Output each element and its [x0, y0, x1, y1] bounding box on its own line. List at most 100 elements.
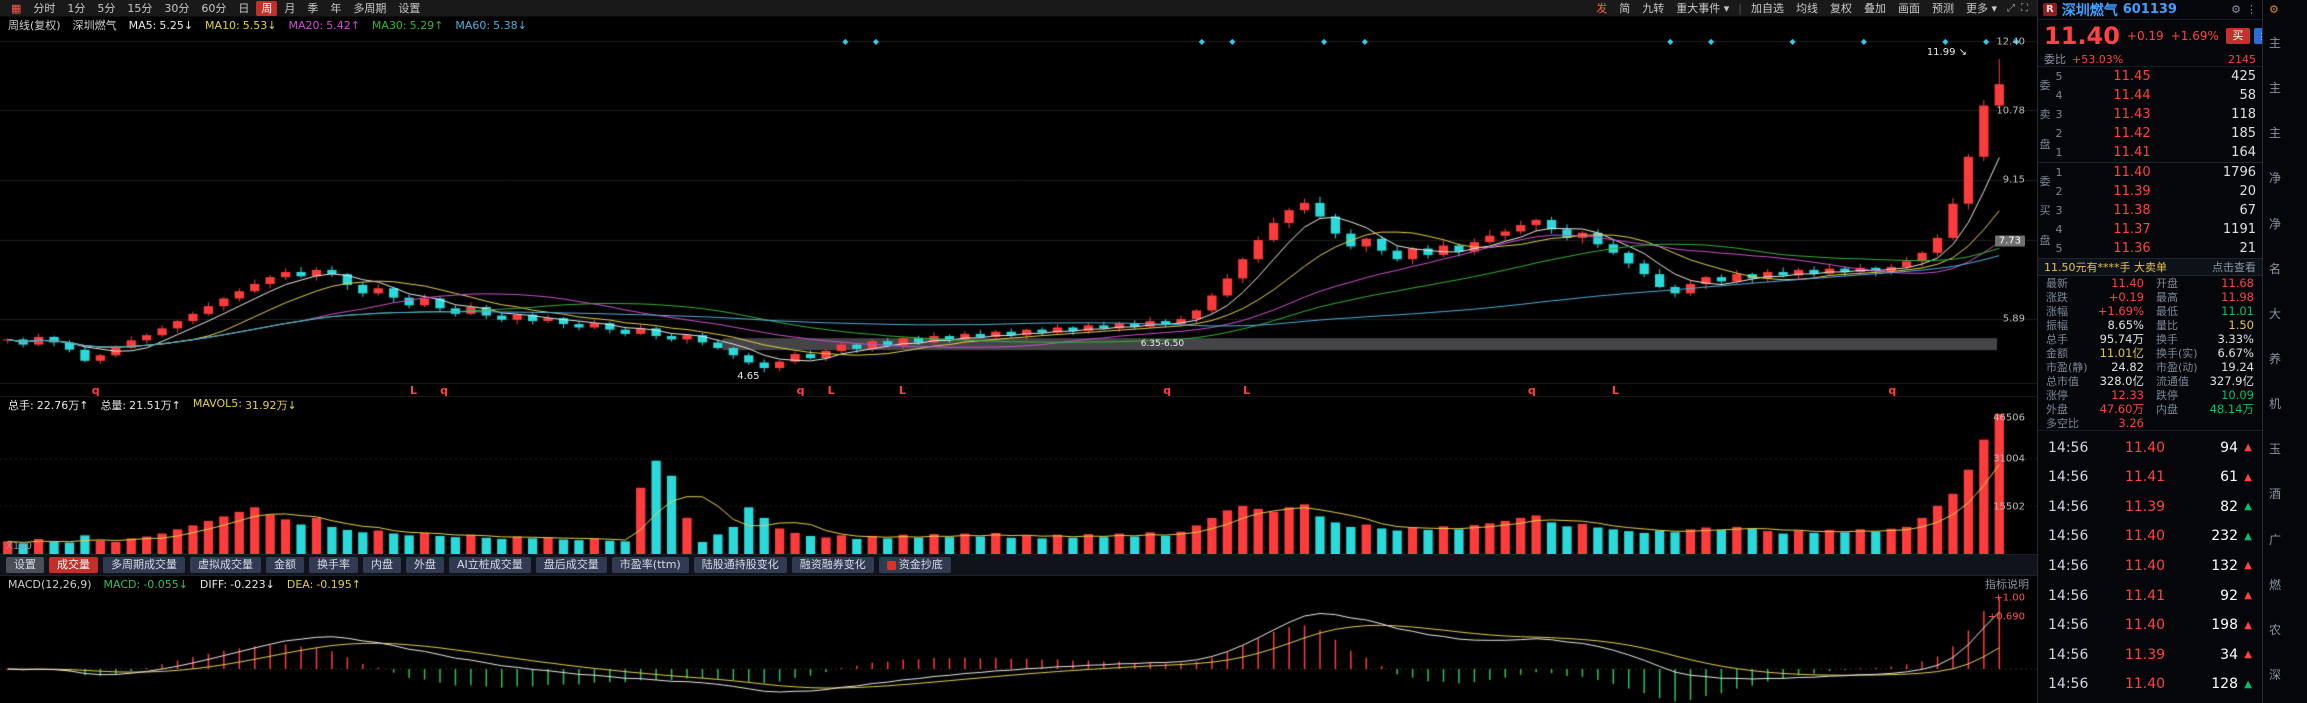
level-number: 5 [2055, 70, 2063, 83]
indicator-tab-label: 外盘 [414, 558, 436, 571]
ma-values: MA5: 5.25↓ MA10: 5.53↓ MA20: 5.42↑ MA30: 5.29↑ M… [129, 19, 527, 32]
gear-icon[interactable]: ⚙ [2269, 3, 2279, 16]
period-tab-季[interactable]: 季 [307, 1, 319, 15]
period-tab-5分[interactable]: 5分 [97, 1, 116, 15]
period-tab-1分[interactable]: 1分 [67, 1, 86, 15]
event-diamond-icon[interactable]: ◆ [1708, 37, 1715, 46]
trade-row[interactable]: 14:56 11.40 232 ▲ [2048, 528, 2252, 544]
indicator-help-link[interactable]: 指标说明 [1985, 578, 2029, 591]
period-tab-15分[interactable]: 15分 [127, 1, 153, 15]
macd-canvas[interactable] [0, 592, 2037, 703]
event-diamond-icon[interactable]: ◆ [1667, 37, 1674, 46]
trade-row[interactable]: 14:56 11.40 132 ▲ [2048, 558, 2252, 574]
big-order-banner[interactable]: 11.50元有****手 大卖单 点击查看 [2038, 258, 2262, 276]
indicator-tab-设置[interactable]: 设置 [6, 557, 44, 573]
event-diamond-icon[interactable]: ◆ [1860, 37, 1867, 46]
trade-row[interactable]: 14:56 11.39 82 ▲ [2048, 499, 2252, 515]
toolbar-button-预测[interactable]: 预测 [1931, 1, 1954, 15]
event-diamond-icon[interactable]: ◆ [1229, 37, 1236, 46]
stat-value: 8.65% [2107, 318, 2144, 332]
trade-row[interactable]: 14:56 11.41 61 ▲ [2048, 469, 2252, 485]
trade-row[interactable]: 14:56 11.40 128 ▲ [2048, 676, 2252, 692]
toolbar-button-简[interactable]: 简 [1619, 1, 1631, 15]
period-tab-多周期[interactable]: 多周期 [353, 1, 387, 15]
event-diamond-icon[interactable]: ◆ [2013, 37, 2020, 46]
ask-row[interactable]: 1 11.41 164 [2052, 143, 2262, 162]
clipped-text-fragment: 主 [2269, 81, 2282, 96]
event-diamond-icon[interactable]: ◆ [1198, 37, 1205, 46]
event-diamond-icon[interactable]: ◆ [1361, 37, 1368, 46]
toolbar-button-发[interactable]: 发 [1596, 1, 1608, 15]
ask-row[interactable]: 4 11.44 58 [2052, 86, 2262, 105]
trade-time: 14:56 [2048, 439, 2089, 456]
toolbar-button-加自选[interactable]: 加自选 [1750, 1, 1784, 15]
ask-row[interactable]: 3 11.43 118 [2052, 105, 2262, 124]
volume-canvas[interactable] [0, 412, 2037, 554]
event-diamond-icon[interactable]: ◆ [1789, 37, 1796, 46]
bid-row[interactable]: 3 11.38 67 [2052, 201, 2262, 220]
period-tab-30分[interactable]: 30分 [164, 1, 190, 15]
window-control-icon[interactable]: ⛶ [2021, 2, 2028, 14]
level-number: 1 [2055, 146, 2063, 159]
buy-button[interactable]: 买 [2225, 28, 2250, 44]
gear-icon[interactable]: ⚙ [2231, 3, 2241, 16]
indicator-tab-内盘[interactable]: 内盘 [363, 557, 401, 573]
period-tab-月[interactable]: 月 [284, 1, 296, 15]
period-tab-60分[interactable]: 60分 [201, 1, 227, 15]
indicator-tab-资金抄底[interactable]: 资金抄底 [878, 557, 951, 573]
event-diamond-icon[interactable]: ◆ [1320, 37, 1328, 46]
bid-row[interactable]: 5 11.36 21 [2052, 239, 2262, 258]
ask-row[interactable]: 2 11.42 185 [2052, 124, 2262, 143]
toolbar-button-画面[interactable]: 画面 [1897, 1, 1920, 15]
bid-row[interactable]: 2 11.39 20 [2052, 182, 2262, 201]
indicator-tab-市盈率(ttm)[interactable]: 市盈率(ttm) [611, 557, 689, 573]
toolbar-button-重大事件 ▾[interactable]: 重大事件 ▾ [1676, 1, 1730, 15]
indicator-tab-换手率[interactable]: 换手率 [309, 557, 358, 573]
bid-row[interactable]: 4 11.37 1191 [2052, 220, 2262, 239]
indicator-tab-AI立桩成交量[interactable]: AI立桩成交量 [449, 557, 531, 573]
toolbar-button-叠加[interactable]: 叠加 [1863, 1, 1886, 15]
event-diamond-icon[interactable]: ◆ [842, 37, 849, 46]
trade-row[interactable]: 14:56 11.40 94 ▲ [2048, 440, 2252, 456]
indicator-tab-虚拟成交量[interactable]: 虚拟成交量 [190, 557, 261, 573]
period-tab-日[interactable]: 日 [238, 1, 250, 15]
stat-cell: 内盘 48.14万 [2150, 402, 2260, 416]
indicator-tab-外盘[interactable]: 外盘 [406, 557, 444, 573]
app-grid-icon[interactable]: ▦ [11, 1, 22, 15]
bid-price: 11.38 [2113, 203, 2151, 218]
toolbar-button-九转[interactable]: 九转 [1642, 1, 1665, 15]
toolbar-button-均线[interactable]: 均线 [1795, 1, 1818, 15]
event-diamond-icon[interactable]: ◆ [1982, 37, 1990, 46]
indicator-tab-陆股通持股变化[interactable]: 陆股通持股变化 [693, 557, 787, 573]
trade-direction-icon: ▲ [2244, 560, 2252, 572]
period-tab-年[interactable]: 年 [330, 1, 342, 15]
trade-row[interactable]: 14:56 11.41 92 ▲ [2048, 588, 2252, 604]
indicator-tab-成交量[interactable]: 成交量 [49, 557, 98, 573]
candlestick-canvas[interactable] [0, 33, 2037, 383]
stock-name[interactable]: 深圳燃气 [2061, 2, 2118, 19]
ask-row[interactable]: 5 11.45 425 [2052, 67, 2262, 86]
window-control-icon[interactable]: ⤢ [2007, 2, 2015, 14]
event-diamond-icon[interactable]: ◆ [872, 37, 879, 46]
indicator-tab-盘后成交量[interactable]: 盘后成交量 [535, 557, 607, 573]
indicator-tab-融资融券变化[interactable]: 融资融券变化 [791, 557, 874, 573]
trade-list[interactable]: 14:56 11.40 94 ▲ 14:56 11.41 61 ▲ 14:56 11.39 82 ▲ 1… [2038, 430, 2262, 703]
bid-row[interactable]: 1 11.40 1796 [2052, 163, 2262, 182]
period-tab-分时[interactable]: 分时 [33, 1, 56, 15]
period-tabs: 分时 1分 5分 15分 30分 60分日周月季年多周期 设置 [28, 0, 425, 16]
trade-row[interactable]: 14:56 11.40 198 ▲ [2048, 617, 2252, 633]
big-order-link[interactable]: 点击查看 [2212, 261, 2256, 274]
toolbar-button-复权[interactable]: 复权 [1829, 1, 1852, 15]
trade-row[interactable]: 14:56 11.39 34 ▲ [2048, 647, 2252, 663]
stat-label: 涨停 [2046, 389, 2068, 402]
price-row: 11.40 +0.19 +1.69% 买 卖 [2038, 20, 2278, 52]
period-tab-设置[interactable]: 设置 [398, 1, 421, 15]
more-icon[interactable]: ⋮ [2246, 3, 2257, 16]
ma-number: 5.25↓ [159, 18, 194, 32]
ma-value-MA60: MA60: 5.38↓ [455, 19, 526, 32]
toolbar-button-更多 ▾[interactable]: 更多 ▾ [1965, 1, 1997, 15]
indicator-tab-多周期成交量[interactable]: 多周期成交量 [103, 557, 185, 573]
period-tab-周[interactable]: 周 [256, 0, 278, 16]
event-diamond-icon[interactable]: ◆ [1942, 37, 1949, 46]
indicator-tab-金额[interactable]: 金额 [266, 557, 304, 573]
